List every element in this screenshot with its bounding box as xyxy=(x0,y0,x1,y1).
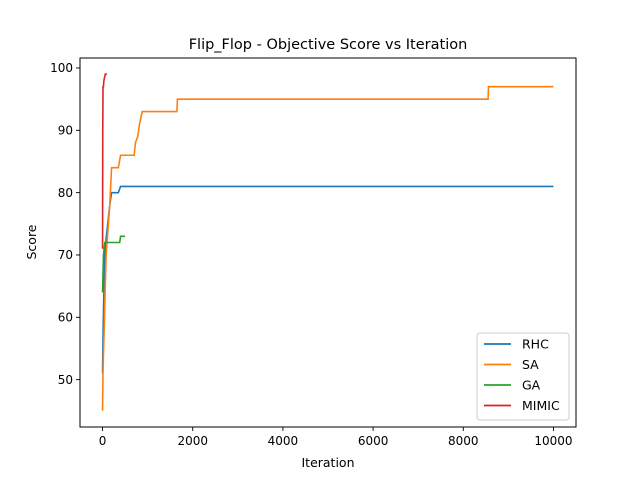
y-tick-label: 70 xyxy=(58,248,73,262)
y-tick-label: 50 xyxy=(58,373,73,387)
x-tick-label: 0 xyxy=(99,434,107,448)
chart-title: Flip_Flop - Objective Score vs Iteration xyxy=(189,37,468,53)
legend-label-mimic: MIMIC xyxy=(522,398,560,413)
x-tick-label: 10000 xyxy=(534,434,572,448)
series-line-ga xyxy=(101,235,126,293)
x-tick-label: 8000 xyxy=(448,434,479,448)
tick-layer: 0 2000 4000 6000 8000 10000 50 60 70 80 90 100 xyxy=(50,61,572,448)
x-tick-label: 4000 xyxy=(268,434,299,448)
legend-box xyxy=(476,332,570,421)
y-tick-label: 100 xyxy=(50,61,73,75)
legend: RHC SA GA MIMIC xyxy=(476,332,570,421)
x-tick-label: 2000 xyxy=(177,434,208,448)
x-axis-label: Iteration xyxy=(301,455,354,470)
y-axis-label: Score xyxy=(24,224,39,259)
legend-label-sa: SA xyxy=(522,357,539,372)
y-tick-label: 80 xyxy=(58,186,73,200)
series-line-mimic xyxy=(101,73,108,249)
y-tick-label: 60 xyxy=(58,310,73,324)
legend-label-ga: GA xyxy=(522,378,541,393)
y-tick-label: 90 xyxy=(58,124,73,138)
series-line-sa xyxy=(101,85,554,411)
plot-frame xyxy=(79,57,577,428)
x-tick-label: 6000 xyxy=(358,434,389,448)
series-layer xyxy=(101,73,554,411)
legend-label-rhc: RHC xyxy=(522,337,549,352)
